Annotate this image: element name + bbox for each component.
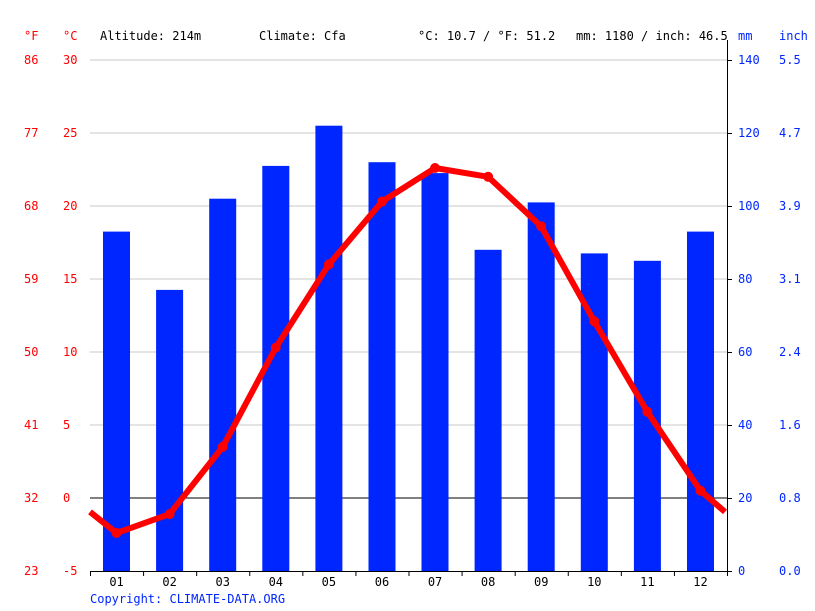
inch-tick-label: 3.9 <box>779 199 801 213</box>
month-label: 11 <box>640 575 654 589</box>
inch-tick-label: 4.7 <box>779 126 801 140</box>
precipitation-bar <box>156 289 184 571</box>
fahrenheit-tick-label: 41 <box>24 418 38 432</box>
celsius-unit-label: °C <box>63 29 78 43</box>
temperature-point <box>483 171 494 182</box>
fahrenheit-tick-label: 77 <box>24 126 38 140</box>
month-label: 12 <box>693 575 707 589</box>
inch-tick-label: 3.1 <box>779 272 801 286</box>
temperature-point <box>323 259 334 270</box>
celsius-tick-label: 30 <box>63 53 77 67</box>
month-axis-ticks: 01 02 03 04 05 06 07 08 09 10 11 12 <box>109 571 728 589</box>
temperature-point <box>217 441 228 452</box>
right-axis-ticks: 140 120 100 80 60 40 20 0 5.5 4.7 3.9 3.1 2.4 1.6 0.8 0… <box>727 53 801 578</box>
inch-tick-label: 0.0 <box>779 564 801 578</box>
inch-tick-label: 2.4 <box>779 345 801 359</box>
precipitation-bar <box>315 125 343 571</box>
climate-label: Climate: Cfa <box>259 29 346 43</box>
fahrenheit-tick-label: 86 <box>24 53 38 67</box>
avg-temperature-label: °C: 10.7 / °F: 51.2 <box>418 29 556 43</box>
precipitation-bars <box>103 125 714 572</box>
fahrenheit-unit-label: °F <box>24 29 39 43</box>
celsius-tick-label: 10 <box>63 345 77 359</box>
mm-tick-label: 80 <box>738 272 752 286</box>
mm-unit-label: mm <box>738 29 753 43</box>
month-label: 02 <box>162 575 176 589</box>
precipitation-bar <box>527 202 555 571</box>
inch-tick-label: 5.5 <box>779 53 801 67</box>
mm-tick-label: 120 <box>738 126 760 140</box>
precipitation-bar <box>421 173 449 571</box>
month-label: 07 <box>428 575 442 589</box>
altitude-label: Altitude: 214m <box>100 29 202 43</box>
temperature-point <box>430 163 440 173</box>
mm-tick-label: 0 <box>738 564 745 578</box>
precipitation-bar <box>687 231 714 571</box>
fahrenheit-tick-label: 50 <box>24 345 38 359</box>
temperature-point <box>111 528 122 538</box>
mm-tick-label: 20 <box>738 491 752 505</box>
fahrenheit-tick-label: 68 <box>24 199 38 213</box>
celsius-tick-label: 20 <box>63 199 77 213</box>
gridlines <box>90 59 727 499</box>
inch-tick-label: 1.6 <box>779 418 801 432</box>
inch-tick-label: 0.8 <box>779 491 801 505</box>
celsius-tick-label: 0 <box>63 491 70 505</box>
temperature-point <box>642 406 653 417</box>
total-precipitation-label: mm: 1180 / inch: 46.5 <box>576 29 728 43</box>
month-label: 03 <box>215 575 229 589</box>
inch-unit-label: inch <box>779 29 808 43</box>
month-label: 10 <box>587 575 601 589</box>
celsius-tick-label: 25 <box>63 126 77 140</box>
temperature-point <box>536 221 547 232</box>
temperature-point <box>377 196 387 207</box>
temperature-point <box>695 485 706 496</box>
temperature-point <box>589 316 600 327</box>
mm-tick-label: 40 <box>738 418 752 432</box>
month-label: 01 <box>109 575 123 589</box>
mm-tick-label: 100 <box>738 199 760 213</box>
fahrenheit-tick-label: 59 <box>24 272 38 286</box>
precipitation-bar <box>209 198 237 571</box>
precipitation-bar <box>103 231 130 571</box>
month-label: 05 <box>322 575 336 589</box>
celsius-tick-label: 5 <box>63 418 70 432</box>
month-label: 06 <box>375 575 389 589</box>
mm-tick-label: 60 <box>738 345 752 359</box>
month-label: 08 <box>481 575 495 589</box>
precipitation-bar <box>368 162 396 571</box>
temperature-point <box>164 509 175 520</box>
month-label: 04 <box>269 575 283 589</box>
precipitation-bar <box>474 249 502 572</box>
celsius-tick-label: 15 <box>63 272 77 286</box>
fahrenheit-tick-label: 23 <box>24 564 38 578</box>
month-label: 09 <box>534 575 548 589</box>
temperature-line <box>88 163 727 538</box>
mm-tick-label: 140 <box>738 53 760 67</box>
temperature-polyline <box>88 165 727 536</box>
fahrenheit-tick-label: 32 <box>24 491 38 505</box>
copyright-link[interactable]: Copyright: CLIMATE-DATA.ORG <box>90 592 286 606</box>
temperature-point <box>270 342 281 353</box>
celsius-tick-label: -5 <box>63 564 77 578</box>
